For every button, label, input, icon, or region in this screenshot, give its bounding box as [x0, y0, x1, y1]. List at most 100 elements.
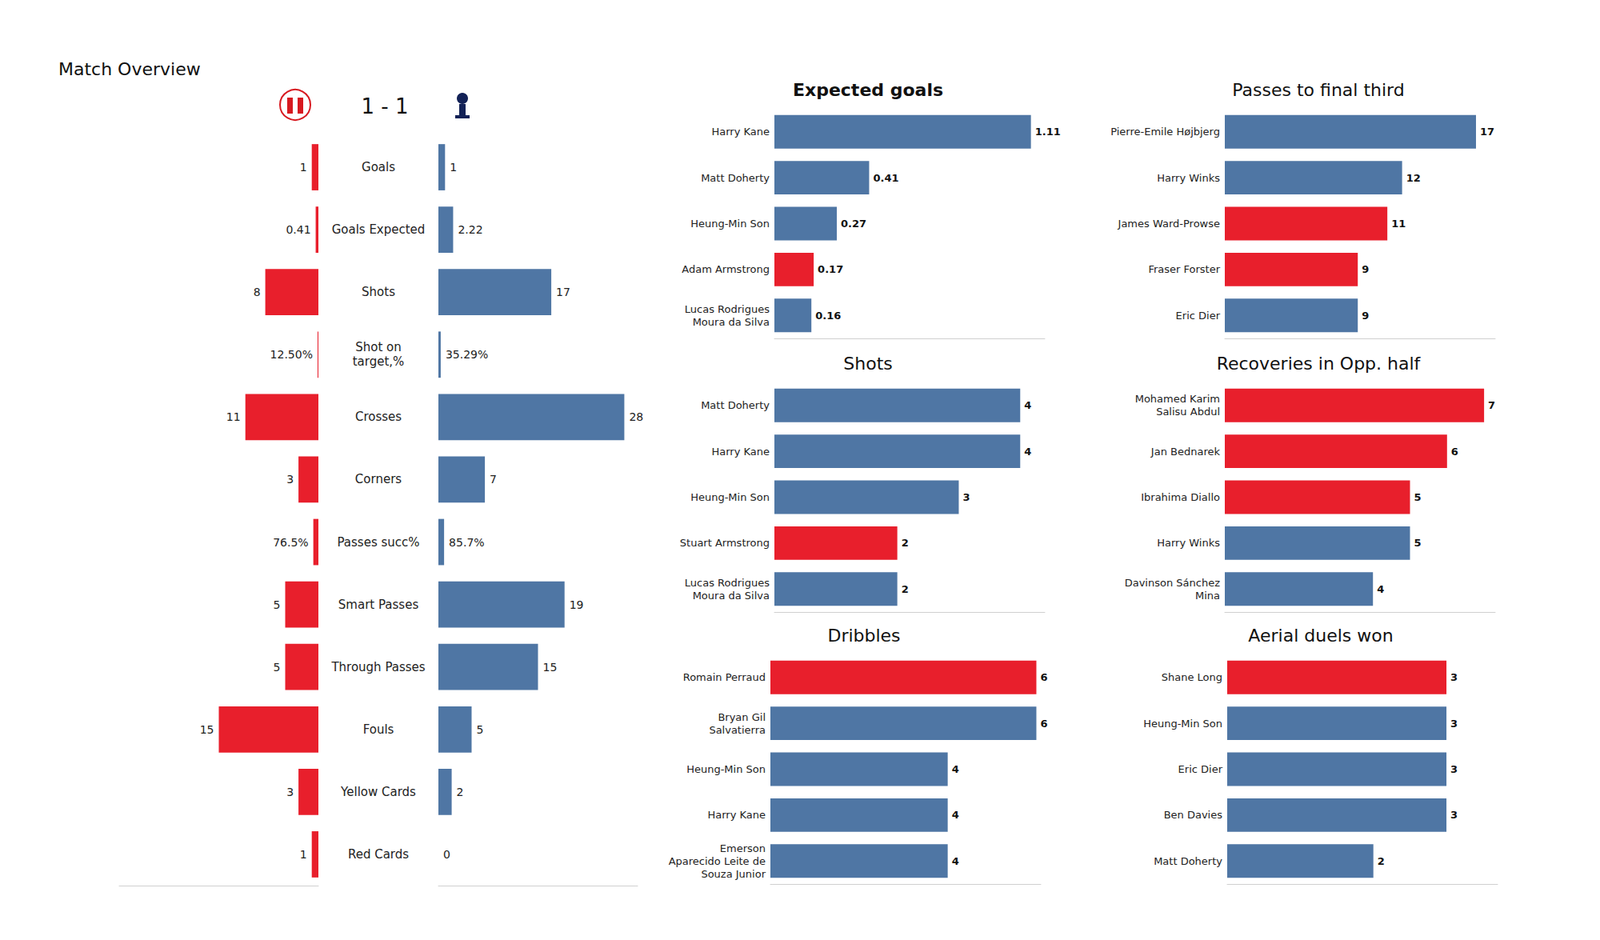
svg-text:Passes to final third: Passes to final third [1232, 80, 1404, 100]
svg-text:0: 0 [443, 848, 451, 861]
svg-text:Harry Winks: Harry Winks [1156, 172, 1220, 184]
svg-text:Passes succ%: Passes succ% [336, 535, 420, 550]
svg-text:Aerial duels won: Aerial duels won [1248, 625, 1393, 646]
svg-text:Moura da Silva: Moura da Silva [692, 316, 770, 328]
svg-text:Matt Doherty: Matt Doherty [1153, 855, 1223, 868]
svg-text:1: 1 [449, 160, 457, 174]
svg-text:7: 7 [489, 472, 497, 486]
svg-text:target,%: target,% [352, 354, 405, 369]
svg-text:2: 2 [901, 536, 909, 549]
svg-text:Shots: Shots [361, 284, 396, 300]
svg-text:85.7%: 85.7% [448, 536, 484, 549]
svg-text:28: 28 [628, 410, 644, 424]
svg-text:0.16: 0.16 [815, 309, 841, 322]
svg-text:Ibrahima Diallo: Ibrahima Diallo [1140, 491, 1220, 504]
svg-text:15: 15 [200, 723, 215, 736]
svg-text:3: 3 [286, 785, 294, 799]
svg-text:3: 3 [1450, 808, 1458, 821]
svg-text:4: 4 [952, 763, 960, 776]
svg-text:Shot on: Shot on [355, 340, 402, 355]
svg-text:0.41: 0.41 [872, 172, 899, 184]
svg-text:11: 11 [226, 410, 241, 424]
svg-text:1: 1 [300, 848, 308, 861]
svg-text:35.29%: 35.29% [445, 348, 488, 361]
svg-text:Stuart Armstrong: Stuart Armstrong [680, 536, 770, 549]
svg-text:1.11: 1.11 [1035, 125, 1061, 138]
svg-text:3: 3 [1450, 763, 1458, 776]
svg-text:Match Overview: Match Overview [58, 59, 201, 80]
svg-text:Eric Dier: Eric Dier [1178, 763, 1224, 776]
svg-text:5: 5 [273, 598, 281, 612]
svg-text:James Ward-Prowse: James Ward-Prowse [1117, 217, 1220, 230]
svg-text:0.27: 0.27 [840, 217, 867, 230]
svg-text:9: 9 [1361, 263, 1369, 276]
svg-text:6: 6 [1040, 717, 1048, 730]
svg-text:Salisu Abdul: Salisu Abdul [1156, 405, 1220, 418]
svg-text:Heung-Min Son: Heung-Min Son [690, 217, 770, 230]
svg-text:3: 3 [286, 472, 294, 486]
svg-text:19: 19 [569, 598, 584, 612]
svg-text:Shane Long: Shane Long [1161, 671, 1223, 684]
svg-text:2: 2 [901, 583, 909, 596]
svg-text:Matt Doherty: Matt Doherty [700, 399, 770, 412]
svg-text:76.5%: 76.5% [272, 536, 308, 549]
svg-text:3: 3 [1450, 671, 1458, 684]
svg-text:4: 4 [952, 808, 960, 821]
svg-text:15: 15 [543, 660, 558, 674]
svg-text:5: 5 [476, 723, 484, 736]
svg-text:4: 4 [1024, 399, 1032, 412]
svg-text:Moura da Silva: Moura da Silva [692, 589, 770, 602]
svg-text:Fraser Forster: Fraser Forster [1148, 263, 1220, 276]
svg-text:Harry Kane: Harry Kane [711, 445, 770, 458]
svg-text:3: 3 [1450, 717, 1458, 730]
svg-text:12: 12 [1406, 172, 1421, 184]
svg-text:Crosses: Crosses [355, 409, 402, 424]
svg-text:6: 6 [1040, 671, 1048, 684]
svg-text:Heung-Min Son: Heung-Min Son [690, 491, 770, 504]
svg-text:Through Passes: Through Passes [330, 660, 425, 675]
svg-text:Heung-Min Son: Heung-Min Son [1143, 717, 1223, 730]
svg-text:Harry Kane: Harry Kane [711, 125, 770, 138]
svg-text:12.50%: 12.50% [270, 348, 313, 361]
svg-text:6: 6 [1451, 445, 1459, 458]
svg-text:Corners: Corners [355, 472, 402, 487]
svg-text:2.22: 2.22 [457, 223, 483, 236]
svg-text:5: 5 [1414, 536, 1422, 549]
svg-text:Fouls: Fouls [363, 722, 395, 737]
svg-text:4: 4 [952, 855, 960, 868]
svg-text:Goals Expected: Goals Expected [332, 222, 426, 237]
svg-text:Mohamed Karim: Mohamed Karim [1135, 392, 1220, 405]
svg-text:Jan Bednarek: Jan Bednarek [1150, 445, 1221, 458]
svg-text:9: 9 [1361, 309, 1369, 322]
svg-text:Heung-Min Son: Heung-Min Son [686, 763, 766, 776]
svg-text:Matt Doherty: Matt Doherty [700, 172, 770, 184]
svg-text:Romain Perraud: Romain Perraud [683, 671, 766, 684]
svg-text:Bryan Gil: Bryan Gil [717, 711, 766, 724]
svg-text:2: 2 [1377, 855, 1385, 868]
svg-text:11: 11 [1391, 217, 1406, 230]
svg-text:3: 3 [962, 491, 970, 504]
svg-text:Emerson: Emerson [720, 842, 766, 855]
svg-text:Mina: Mina [1195, 589, 1220, 602]
svg-text:Souza Junior: Souza Junior [700, 868, 766, 880]
svg-text:Aparecido Leite de: Aparecido Leite de [668, 855, 766, 868]
svg-text:1 - 1: 1 - 1 [361, 94, 409, 119]
svg-text:Davinson Sánchez: Davinson Sánchez [1124, 576, 1220, 589]
svg-text:0.17: 0.17 [817, 263, 844, 276]
svg-text:1: 1 [300, 160, 308, 174]
svg-text:0.41: 0.41 [285, 223, 311, 236]
svg-text:7: 7 [1488, 399, 1496, 412]
svg-text:Harry Kane: Harry Kane [707, 808, 766, 821]
svg-text:8: 8 [253, 285, 261, 299]
svg-text:Lucas Rodrigues: Lucas Rodrigues [684, 303, 770, 316]
svg-text:Pierre-Emile Højbjerg: Pierre-Emile Højbjerg [1110, 125, 1220, 138]
svg-text:17: 17 [556, 285, 571, 299]
svg-text:Harry Winks: Harry Winks [1156, 536, 1220, 549]
svg-text:Eric Dier: Eric Dier [1176, 309, 1221, 322]
svg-text:Expected goals: Expected goals [792, 80, 944, 100]
svg-text:Smart Passes: Smart Passes [338, 597, 420, 612]
svg-text:Adam Armstrong: Adam Armstrong [681, 263, 770, 276]
svg-text:Goals: Goals [361, 160, 396, 175]
svg-text:Ben Davies: Ben Davies [1164, 808, 1224, 821]
svg-text:4: 4 [1024, 445, 1032, 458]
